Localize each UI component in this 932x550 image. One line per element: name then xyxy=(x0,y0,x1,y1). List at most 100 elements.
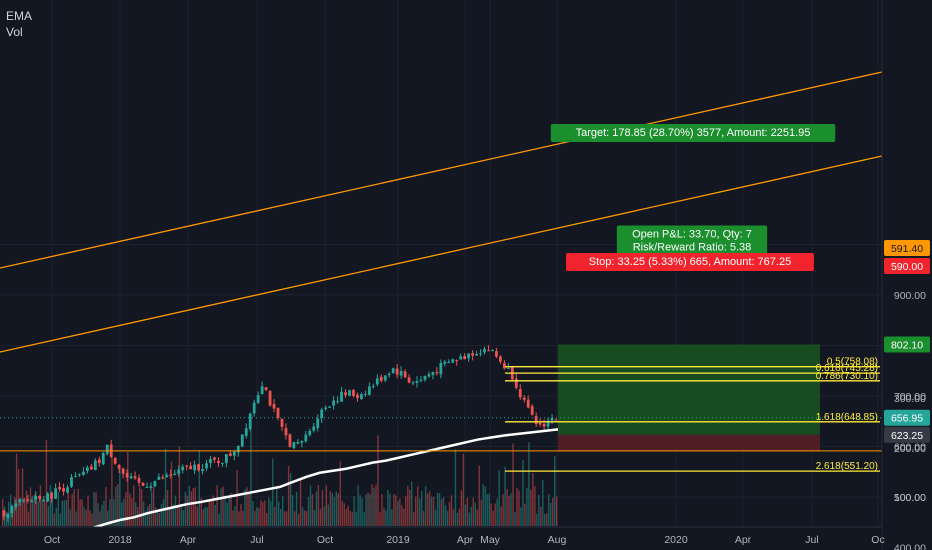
candle-body xyxy=(550,417,554,421)
candle-body xyxy=(189,465,193,469)
time-tick-label: Apr xyxy=(735,534,752,546)
candle-body xyxy=(371,385,375,387)
candle-body xyxy=(256,395,260,404)
fib-levels: 0.5(758.08)0.618(745.28)0.786(730.10) 1.6… xyxy=(505,357,880,472)
price-tag-bg xyxy=(884,409,930,426)
candle-body xyxy=(157,476,161,480)
volume-bar xyxy=(516,487,518,526)
volume-bar xyxy=(446,511,449,526)
candle-body xyxy=(141,482,145,486)
candle-body xyxy=(391,368,395,374)
candle-body xyxy=(395,368,399,375)
volume-bar xyxy=(442,497,445,526)
volume-bar xyxy=(17,469,20,526)
volume-bar xyxy=(297,513,300,526)
price-tag-bg xyxy=(884,240,930,256)
candle-body xyxy=(447,361,451,363)
volume-bar xyxy=(498,470,500,526)
candle-body xyxy=(89,466,93,470)
volume-bar xyxy=(510,493,512,526)
volume-bar xyxy=(373,487,375,526)
candle-body xyxy=(205,463,208,469)
volume-bar xyxy=(33,494,36,526)
volume-bar xyxy=(554,456,556,526)
ema-legend-label[interactable]: EMA xyxy=(6,9,33,23)
candle-body xyxy=(10,506,14,514)
candle-body xyxy=(58,487,61,490)
candle-body xyxy=(22,499,26,501)
time-tick-label: 2019 xyxy=(386,534,410,546)
volume-bar xyxy=(113,499,115,526)
volume-bar xyxy=(391,509,393,526)
volume-bar xyxy=(107,510,109,526)
candle-body xyxy=(399,371,403,376)
volume-bar xyxy=(470,506,473,526)
volume-bar xyxy=(424,486,427,526)
volume-bar xyxy=(178,446,181,526)
volume-bar xyxy=(244,489,246,526)
volume-bar xyxy=(313,510,316,526)
volume-bar xyxy=(123,498,125,526)
candle-body xyxy=(431,372,435,375)
candle-body xyxy=(455,360,459,362)
volume-bar xyxy=(464,504,467,526)
candle-body xyxy=(312,426,316,431)
candle-body xyxy=(2,510,6,517)
volume-bar xyxy=(540,506,542,526)
candle-body xyxy=(236,445,240,453)
candle-body xyxy=(30,500,34,503)
chart-legend: EMA Vol xyxy=(6,8,32,40)
volume-bar xyxy=(478,465,480,526)
volume-bar xyxy=(5,511,8,526)
volume-bar xyxy=(7,501,10,526)
volume-bar xyxy=(548,493,550,526)
volume-bar xyxy=(125,492,127,526)
time-tick-label: Oct xyxy=(317,534,333,546)
volume-bar xyxy=(13,497,16,526)
candle-body xyxy=(38,495,42,499)
candle-body xyxy=(209,458,212,464)
candle-body xyxy=(137,478,141,483)
volume-bar xyxy=(79,499,81,526)
candle-body xyxy=(264,387,268,391)
candle-body xyxy=(82,471,85,475)
volume-bar xyxy=(468,512,471,526)
volume-bar xyxy=(218,513,220,526)
candle-body xyxy=(70,477,73,487)
vol-legend-label[interactable]: Vol xyxy=(6,25,23,39)
candle-body xyxy=(300,441,304,443)
volume-bar xyxy=(214,504,216,526)
volume-bar xyxy=(327,504,330,526)
volume-bar xyxy=(11,506,14,526)
candle-body xyxy=(419,379,423,381)
volume-bar xyxy=(524,503,526,526)
candle-body xyxy=(542,423,546,427)
candle-body xyxy=(288,434,292,447)
time-axis: Oct 2018 Apr Jul Oct 2019 Apr May Aug 2020 Apr Jul O… xyxy=(44,534,885,546)
volume-bar xyxy=(47,505,50,526)
volume-bar xyxy=(248,491,250,526)
price-tag-text: 623.25 xyxy=(891,430,923,442)
candle-body xyxy=(268,391,272,406)
volume-bar xyxy=(341,500,343,526)
candle-body xyxy=(324,407,328,409)
time-tick-label: Apr xyxy=(180,534,197,546)
volume-bar xyxy=(101,504,103,526)
volume-bar xyxy=(115,486,117,526)
volume-bar xyxy=(184,491,187,526)
volume-bar xyxy=(280,508,282,526)
volume-bar xyxy=(301,507,304,526)
target-zone xyxy=(558,344,820,435)
volume-bar xyxy=(393,493,395,526)
volume-bar xyxy=(500,506,502,526)
volume-bar xyxy=(456,512,459,526)
price-tag-text: 590.00 xyxy=(891,261,923,273)
volume-bar xyxy=(367,492,369,526)
volume-bar xyxy=(436,492,439,526)
candle-body xyxy=(125,472,129,478)
candle-body xyxy=(121,468,125,474)
volume-bar xyxy=(222,486,224,526)
volume-bar xyxy=(472,497,475,526)
